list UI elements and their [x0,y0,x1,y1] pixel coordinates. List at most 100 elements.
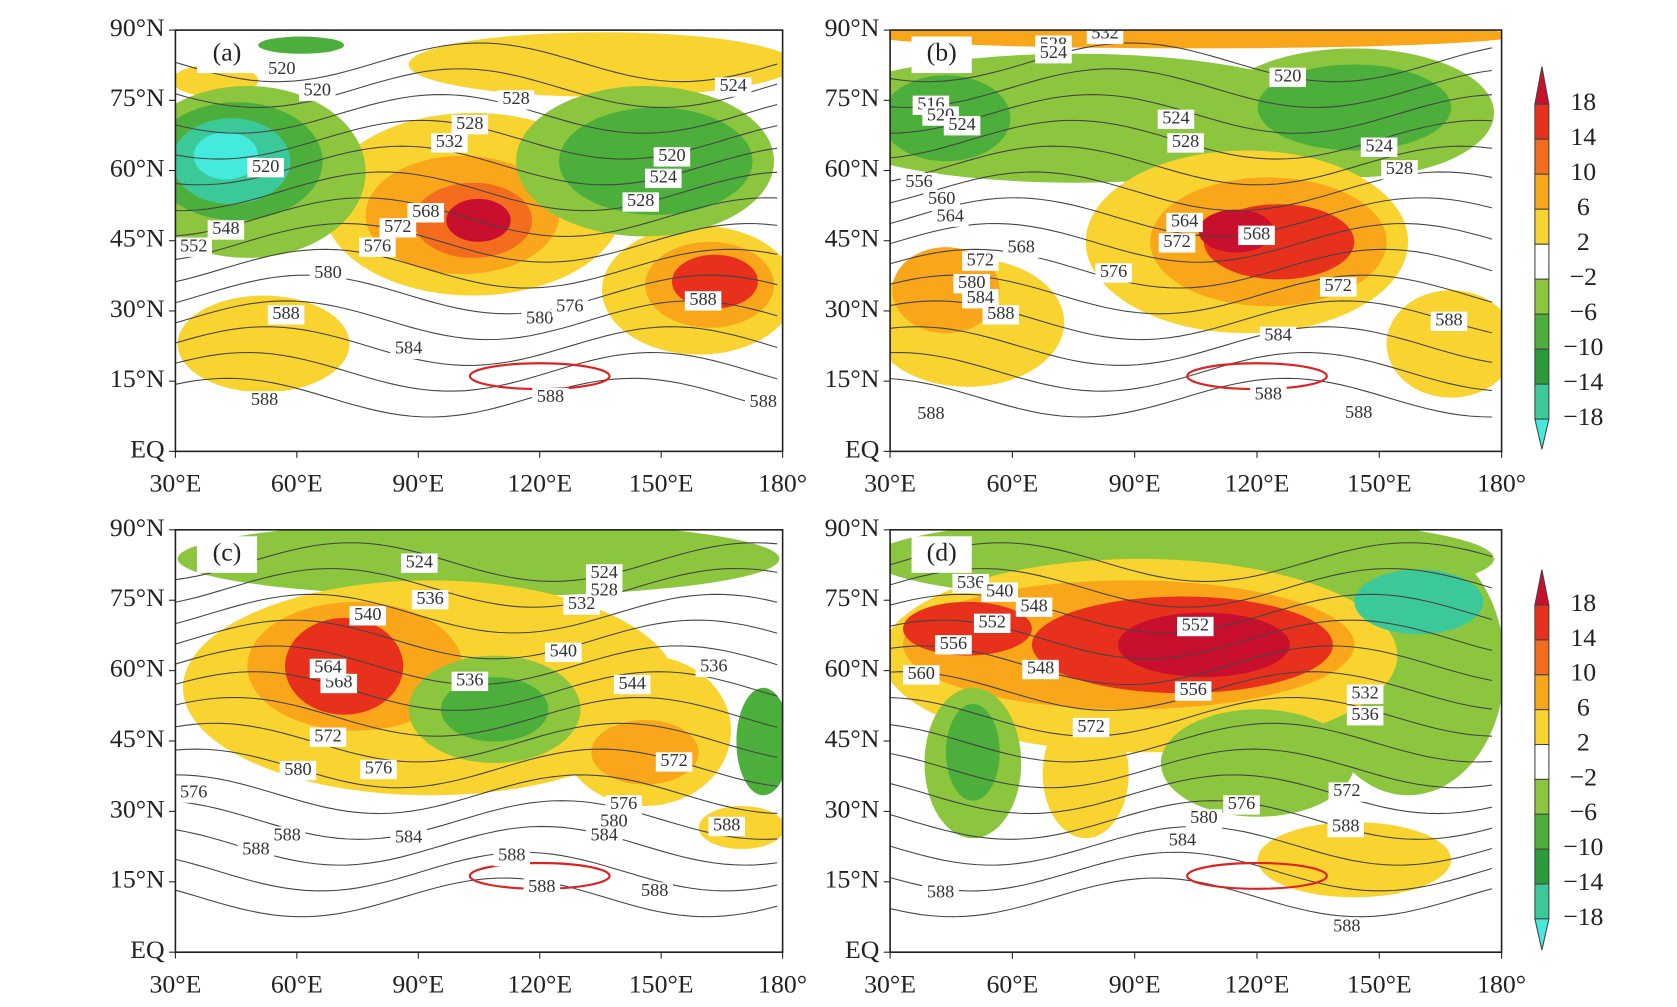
colorbar-box [1534,173,1550,210]
colorbar-box [1534,208,1550,245]
contour-label: 520 [304,80,331,100]
y-tick-label: 90°N [110,13,165,42]
contour-label-box [1167,133,1204,153]
height-contour [890,42,1493,83]
contour-label: 556 [940,633,967,653]
height-contour [175,223,778,263]
contour-label: 572 [1333,780,1360,800]
contour-label-box [1095,263,1132,283]
x-tick-label: 90°E [1109,469,1161,498]
contour-label-box [1346,684,1384,704]
contour-label: 588 [1333,916,1360,936]
contour-label: 560 [908,663,935,683]
x-tick-label: 60°E [271,469,323,498]
colorbar-label: −18 [1563,402,1603,431]
colorbar-label: −6 [1570,797,1598,826]
colorbar-label: 2 [1577,227,1590,256]
contour-label: 564 [314,657,341,677]
contour-label: 588 [272,303,299,323]
contour-label: 588 [242,838,269,858]
contour-label: 520 [1274,66,1301,86]
contour-label: 588 [1435,310,1462,330]
height-contour [175,300,778,341]
contour-label: 580 [600,810,627,830]
contour-label-box [1158,233,1196,253]
panel-label-box [196,36,258,74]
contour-label-box [545,642,582,663]
contour-label-box [585,826,623,846]
colorbar-box [1534,639,1550,676]
contour-label: 520 [658,145,685,165]
height-contour [890,542,1493,582]
colorbar-box [1534,604,1550,641]
contour-label: 524 [1040,42,1067,62]
colorbar-box [1534,883,1550,920]
contour-label: 580 [1190,807,1217,827]
contour-label-box [1072,717,1110,738]
y-tick-label: 90°N [825,13,880,42]
contour-label: 524 [1162,107,1189,127]
contour-label: 532 [1091,23,1118,43]
contour-label-box [952,573,989,594]
contour-label: 556 [1179,679,1206,699]
contour-label: 536 [416,588,443,608]
contour-label: 560 [928,188,955,208]
contour-label-box [653,147,691,167]
x-tick-label: 150°E [1347,469,1412,498]
height-contour [890,326,1493,366]
contour-label: 588 [917,403,944,423]
height-contour [175,351,778,392]
contour-label-box [745,393,782,413]
x-tick-label: 120°E [507,469,572,498]
colorbar-label: −2 [1570,262,1597,291]
colorbar-label: −6 [1570,297,1598,326]
height-contour [890,748,1492,789]
contour-label-box [982,305,1020,325]
x-tick-label: 90°E [1109,970,1161,999]
contour-label-box [411,590,449,610]
contour-label: 588 [537,386,564,406]
panel-label: (a) [213,38,242,67]
height-contour [890,800,1493,840]
panel-label: (b) [927,38,957,67]
contour-label-box [1164,831,1201,852]
contour-label: 532 [1351,682,1378,702]
panel-label-box [911,36,972,74]
y-tick-label: 75°N [825,583,880,612]
colorbar-label: 14 [1570,122,1596,151]
contour-label-box [714,77,752,97]
height-contour [175,774,778,815]
contour-label-box [962,251,999,271]
colorbar-label: 10 [1570,658,1596,687]
y-tick-label: 30°N [110,794,165,823]
contour-label-box [1430,311,1468,332]
contour-label: 524 [591,562,618,582]
height-contour [890,351,1492,392]
contour-label: 548 [1020,595,1047,615]
contour-label: 588 [498,845,525,865]
contour-label: 588 [273,824,300,844]
x-tick-label: 180° [1477,469,1526,498]
colorbar-box [1534,348,1550,385]
contour-label-box [684,291,722,311]
contour-label: 524 [1365,135,1392,155]
height-contour [890,274,1493,315]
height-contour [175,825,778,866]
contour-label: 580 [314,262,341,282]
contour-label-box [247,157,284,178]
y-tick-label: 30°N [110,294,165,323]
height-contour [175,42,778,83]
y-tick-label: 15°N [825,364,880,393]
contour-label: 588 [528,876,555,896]
contour-label: 536 [700,656,727,676]
colorbar-box [1534,313,1550,350]
contour-label: 540 [550,641,577,661]
contour-label-box [708,816,746,837]
anomaly-shading [1117,612,1290,678]
contour-label: 552 [978,612,1005,632]
y-tick-label: 15°N [825,865,880,894]
contour-label: 588 [713,815,740,835]
colorbar-label: −10 [1563,832,1603,861]
